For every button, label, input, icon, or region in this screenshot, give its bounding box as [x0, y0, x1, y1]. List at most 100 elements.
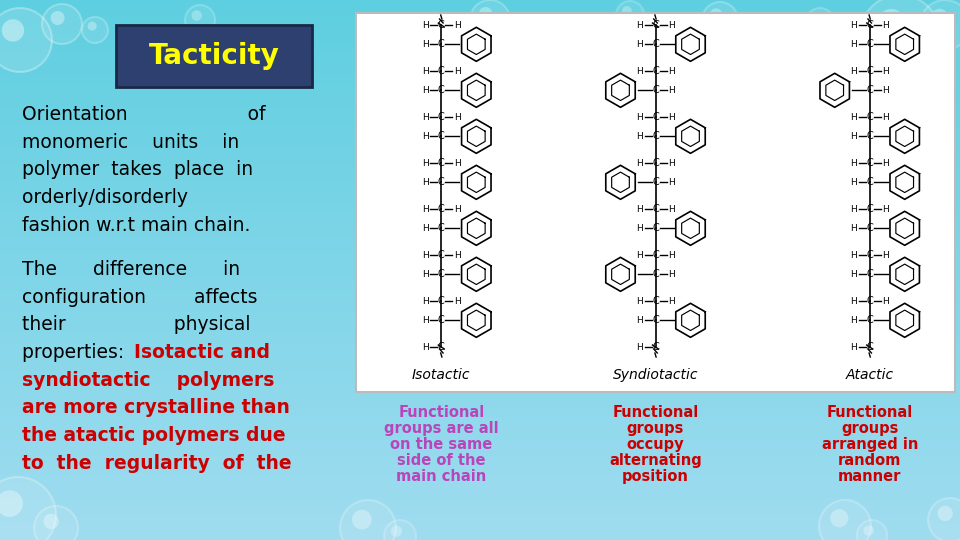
Text: C: C — [438, 296, 444, 306]
Text: side of the: side of the — [397, 453, 486, 468]
Text: the atactic polymers due: the atactic polymers due — [22, 426, 286, 445]
Text: H: H — [454, 66, 461, 76]
Text: to  the  regularity  of  the: to the regularity of the — [22, 454, 292, 472]
Text: H: H — [851, 270, 857, 279]
Text: C: C — [652, 112, 659, 122]
Text: C: C — [438, 85, 444, 96]
Text: are more crystalline than: are more crystalline than — [22, 399, 290, 417]
Circle shape — [42, 4, 82, 44]
Circle shape — [51, 11, 64, 25]
Text: H: H — [668, 21, 675, 30]
Circle shape — [877, 9, 905, 37]
Text: H: H — [668, 66, 675, 76]
Text: H: H — [636, 112, 643, 122]
Text: H: H — [851, 112, 857, 122]
Text: Functional: Functional — [612, 405, 699, 420]
Text: H: H — [882, 112, 889, 122]
Text: H: H — [882, 251, 889, 260]
Text: Isotactic: Isotactic — [412, 368, 470, 382]
Text: H: H — [668, 112, 675, 122]
Text: C: C — [866, 315, 873, 325]
Text: C: C — [438, 112, 444, 122]
Text: H: H — [851, 296, 857, 306]
Circle shape — [616, 1, 644, 29]
Text: H: H — [422, 270, 429, 279]
Text: H: H — [636, 132, 643, 141]
Text: C: C — [652, 204, 659, 214]
Circle shape — [87, 22, 97, 31]
Text: C: C — [866, 342, 873, 352]
Text: H: H — [851, 132, 857, 141]
Text: fashion w.r.t main chain.: fashion w.r.t main chain. — [22, 215, 251, 235]
Text: C: C — [652, 224, 659, 233]
Text: H: H — [422, 205, 429, 213]
Text: H: H — [422, 66, 429, 76]
Text: H: H — [454, 21, 461, 30]
Text: H: H — [668, 251, 675, 260]
Text: H: H — [454, 296, 461, 306]
Text: C: C — [866, 112, 873, 122]
FancyBboxPatch shape — [356, 13, 955, 392]
Text: C: C — [652, 250, 659, 260]
Text: C: C — [866, 66, 873, 76]
Text: C: C — [438, 131, 444, 141]
Text: H: H — [882, 21, 889, 30]
Text: random: random — [838, 453, 901, 468]
Text: H: H — [422, 224, 429, 233]
Text: monomeric    units    in: monomeric units in — [22, 133, 239, 152]
Text: H: H — [422, 40, 429, 49]
Text: C: C — [652, 85, 659, 96]
Text: H: H — [851, 316, 857, 325]
Text: C: C — [652, 269, 659, 279]
Text: alternating: alternating — [610, 453, 702, 468]
Circle shape — [2, 19, 24, 42]
Circle shape — [352, 510, 372, 529]
Text: their                  physical: their physical — [22, 315, 251, 334]
Text: on the same: on the same — [390, 437, 492, 452]
Circle shape — [857, 520, 887, 540]
Text: H: H — [851, 66, 857, 76]
Text: H: H — [454, 251, 461, 260]
Text: main chain: main chain — [396, 469, 487, 484]
Text: C: C — [438, 20, 444, 30]
Text: H: H — [454, 205, 461, 213]
Text: Tacticity: Tacticity — [149, 42, 279, 70]
Text: H: H — [882, 296, 889, 306]
Text: position: position — [622, 469, 689, 484]
Text: H: H — [882, 66, 889, 76]
Text: H: H — [422, 86, 429, 95]
Text: C: C — [866, 20, 873, 30]
Text: H: H — [851, 224, 857, 233]
Text: H: H — [636, 251, 643, 260]
Text: H: H — [636, 21, 643, 30]
Text: H: H — [422, 296, 429, 306]
Text: C: C — [652, 66, 659, 76]
Text: Atactic: Atactic — [846, 368, 894, 382]
Text: C: C — [438, 224, 444, 233]
Circle shape — [185, 5, 215, 35]
Circle shape — [622, 6, 632, 16]
Text: Syndiotactic: Syndiotactic — [612, 368, 698, 382]
Text: C: C — [866, 204, 873, 214]
Text: C: C — [438, 158, 444, 168]
Text: H: H — [422, 112, 429, 122]
Circle shape — [860, 0, 940, 75]
Text: groups: groups — [627, 421, 684, 436]
Text: C: C — [866, 177, 873, 187]
Text: H: H — [882, 159, 889, 167]
Text: H: H — [636, 224, 643, 233]
Text: H: H — [851, 342, 857, 352]
Circle shape — [470, 0, 510, 40]
Text: C: C — [438, 250, 444, 260]
Text: H: H — [851, 178, 857, 187]
Circle shape — [928, 498, 960, 540]
Circle shape — [830, 509, 849, 527]
Text: Orientation                    of: Orientation of — [22, 105, 266, 124]
Text: C: C — [866, 224, 873, 233]
Text: Isotactic and: Isotactic and — [134, 343, 270, 362]
Text: C: C — [652, 315, 659, 325]
Text: H: H — [636, 40, 643, 49]
Text: H: H — [851, 205, 857, 213]
Text: C: C — [438, 204, 444, 214]
Text: C: C — [652, 342, 659, 352]
